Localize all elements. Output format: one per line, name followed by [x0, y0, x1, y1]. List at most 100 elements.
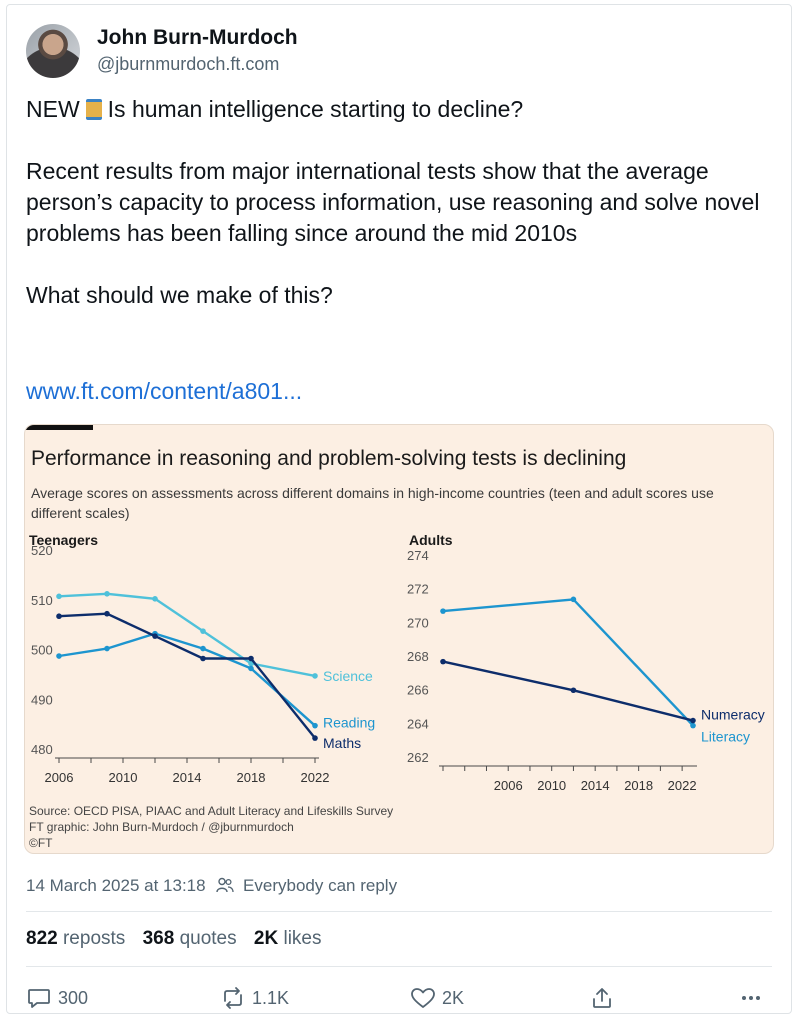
x-tick-label: 2018 [237, 770, 266, 785]
reply-setting: Everybody can reply [243, 876, 398, 895]
post-headline: Is human intelligence starting to declin… [107, 96, 524, 122]
data-point-numeracy [440, 658, 446, 665]
quotes-count: 368 [142, 928, 175, 949]
post-text: NEW Is human intelligence starting to dec… [26, 94, 776, 311]
share-button[interactable] [590, 984, 620, 1012]
source-line-2: FT graphic: John Burn-Murdoch / @jburnmu… [29, 820, 294, 834]
reposts-count: 822 [26, 928, 58, 949]
data-point-literacy [690, 722, 696, 729]
engagement-stats: 822 reposts 368 quotes 2K likes [26, 928, 321, 950]
source-line-1: Source: OECD PISA, PIAAC and Adult Liter… [29, 804, 394, 818]
data-point-science [104, 591, 110, 597]
series-label-reading: Reading [323, 715, 375, 731]
data-point-literacy [440, 608, 446, 614]
data-point-reading [312, 722, 318, 729]
source-line-3: ©FT [29, 836, 53, 850]
data-point-maths [104, 610, 110, 617]
post-card [6, 4, 792, 1014]
likes-count: 2K [253, 928, 279, 949]
chart-title: Performance in reasoning and problem-sol… [31, 447, 627, 470]
data-point-maths [200, 655, 206, 662]
y-tick-label: 270 [407, 615, 429, 630]
data-point-literacy [570, 596, 577, 603]
likes-stat[interactable]: 2K likes [254, 928, 322, 949]
series-line-numeracy [442, 660, 694, 722]
x-tick-label: 2010 [537, 778, 566, 793]
data-point-maths [56, 613, 62, 620]
repost-button[interactable]: 1.1K [220, 984, 289, 1012]
y-tick-label: 272 [407, 582, 429, 597]
x-tick-label: 2018 [624, 778, 653, 793]
repost-count: 1.1K [252, 987, 290, 1008]
author-name[interactable]: John Burn-Murdoch [97, 26, 298, 49]
data-point-science [152, 596, 158, 602]
series-line-maths [58, 612, 316, 739]
y-tick-label: 268 [407, 649, 429, 664]
data-point-reading [104, 645, 110, 652]
people-icon [216, 877, 234, 893]
spool-of-thread-icon [85, 99, 102, 120]
panel-title: Adults [409, 532, 453, 548]
panel-title: Teenagers [29, 532, 98, 548]
x-tick-label: 2014 [581, 778, 610, 793]
quotes-stat[interactable]: 368 quotes [143, 928, 237, 949]
chart-plot-area: Teenagers 480 490 500 510 520 2006 2010 2014 2018… [29, 532, 765, 793]
data-point-reading [56, 653, 62, 659]
y-tick-label: 264 [407, 716, 429, 731]
series-label-literacy: Literacy [701, 729, 750, 745]
reposts-label: reposts [62, 928, 126, 949]
author-handle[interactable]: @jburnmurdoch.ft.com [97, 54, 280, 74]
data-point-maths [248, 655, 254, 662]
x-tick-label: 2006 [45, 770, 74, 785]
data-point-maths [312, 735, 318, 741]
post-timestamp[interactable]: 14 March 2025 at 13:18 [26, 876, 206, 895]
data-point-maths [152, 633, 158, 639]
reposts-stat[interactable]: 822 reposts [26, 928, 125, 949]
post-meta: 14 March 2025 at 13:18 Everybody can rep… [26, 876, 397, 896]
reply-icon [28, 989, 50, 1008]
more-icon [742, 996, 760, 1000]
data-point-science [200, 628, 206, 634]
y-tick-label: 480 [31, 742, 53, 757]
data-point-science [312, 673, 318, 679]
chart-source: Source: OECD PISA, PIAAC and Adult Liter… [29, 803, 393, 851]
share-icon [593, 988, 611, 1008]
more-options-button[interactable] [738, 984, 770, 1012]
y-tick-label: 520 [31, 543, 53, 558]
x-tick-label: 2022 [301, 770, 330, 785]
data-point-numeracy [570, 687, 577, 694]
y-tick-label: 500 [31, 643, 53, 658]
series-line-reading [58, 632, 316, 727]
chart-image[interactable]: Performance in reasoning and problem-sol… [24, 424, 774, 854]
y-tick-label: 266 [407, 683, 429, 698]
x-tick-label: 2022 [668, 778, 697, 793]
series-line-literacy [442, 598, 694, 727]
y-tick-label: 274 [407, 548, 429, 563]
data-point-reading [200, 645, 206, 652]
like-count: 2K [442, 987, 465, 1008]
reply-button[interactable]: 300 [26, 984, 88, 1012]
y-tick-label: 262 [407, 750, 429, 765]
reply-count: 300 [58, 987, 89, 1008]
article-link[interactable]: www.ft.com/content/a801... [26, 378, 303, 404]
quotes-label: quotes [179, 928, 237, 949]
repost-icon [224, 987, 242, 1009]
y-tick-label: 510 [31, 593, 53, 608]
divider [26, 966, 772, 967]
series-label-maths: Maths [323, 735, 361, 751]
post-line-1: NEW Is human intelligence starting to dec… [26, 94, 776, 125]
action-bar: 300 1.1K 2K [26, 984, 772, 1012]
series-label-numeracy: Numeracy [701, 707, 765, 723]
data-point-science [56, 593, 62, 600]
series-label-science: Science [323, 668, 373, 684]
avatar[interactable] [26, 24, 80, 78]
y-tick-label: 490 [31, 692, 53, 707]
x-tick-label: 2010 [109, 770, 138, 785]
like-button[interactable]: 2K [410, 984, 464, 1012]
heart-icon [411, 988, 435, 1008]
post-new-label: NEW [26, 96, 80, 122]
chart-subtitle: Average scores on assessments across dif… [31, 485, 714, 521]
likes-label: likes [283, 928, 322, 949]
x-tick-label: 2006 [494, 778, 523, 793]
data-point-numeracy [690, 717, 696, 724]
